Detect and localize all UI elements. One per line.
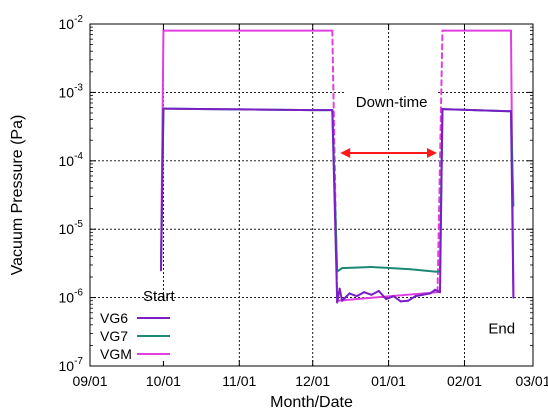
y-tick-label: 10-5 [59, 219, 84, 237]
series-segment [377, 289, 388, 301]
annotations: Start End Down-time [143, 92, 515, 337]
series-segment [436, 29, 444, 294]
x-tick-label: 03/01 [515, 373, 548, 389]
series-layer [159, 29, 515, 304]
x-tick-label: 02/01 [447, 373, 482, 389]
series-segment [348, 292, 358, 298]
legend: VG6 VG7 VGM [97, 301, 173, 362]
y-tick-label: 10-7 [59, 356, 84, 374]
series-segment [336, 291, 439, 302]
series-segment [473, 109, 512, 113]
y-tick-label: 10-4 [59, 151, 84, 169]
series-segment [414, 293, 424, 298]
series-segment [208, 108, 263, 111]
series-segment [341, 266, 373, 270]
series-segment [441, 108, 476, 112]
y-tick-label: 10-3 [59, 82, 84, 100]
x-tick-label: 12/01 [295, 373, 330, 389]
legend-label: VGM [100, 346, 132, 362]
annotation-down-time: Down-time [356, 94, 428, 111]
series-segment [341, 292, 351, 302]
series-segment [385, 295, 395, 301]
series-segment [355, 291, 366, 298]
downtime-label-bg [345, 92, 438, 113]
series-segment [409, 268, 437, 273]
series-segment [162, 107, 211, 111]
series-segment [338, 287, 344, 302]
series-segment [370, 266, 412, 271]
series-segment [392, 295, 402, 303]
series-segment [407, 295, 417, 302]
legend-label: VG6 [100, 310, 128, 326]
series-segment [260, 108, 314, 112]
legend-box [97, 301, 173, 361]
series-segment [438, 108, 444, 294]
series-segment [331, 109, 339, 304]
y-tick-label: 10-2 [59, 14, 84, 32]
series-segment [363, 291, 373, 296]
grid-lines [90, 24, 533, 366]
series-segment [159, 107, 165, 272]
annotation-end: End [488, 320, 515, 337]
series-segment [509, 110, 515, 299]
series-segment [399, 299, 410, 303]
legend-label: VG7 [100, 328, 128, 344]
annotation-start: Start [143, 288, 176, 305]
series-segment [429, 288, 437, 295]
series-vg6 [159, 107, 515, 304]
series-segment [421, 292, 432, 296]
x-tick-label: 10/01 [146, 373, 181, 389]
x-tick-label: 01/01 [371, 373, 406, 389]
x-axis-title: Month/Date [270, 394, 353, 411]
series-vg7 [159, 107, 515, 273]
x-tick-label: 11/01 [222, 373, 256, 389]
downtime-arrowhead-left [340, 148, 351, 159]
plot-frame [89, 23, 534, 367]
y-tick-label: 10-6 [59, 288, 84, 306]
series-segment [370, 289, 380, 296]
downtime-arrowhead-right [426, 148, 437, 159]
y-axis-title: Vacuum Pressure (Pa) [9, 115, 26, 276]
x-tick-label: 09/01 [72, 373, 107, 389]
series-segment [336, 267, 344, 273]
